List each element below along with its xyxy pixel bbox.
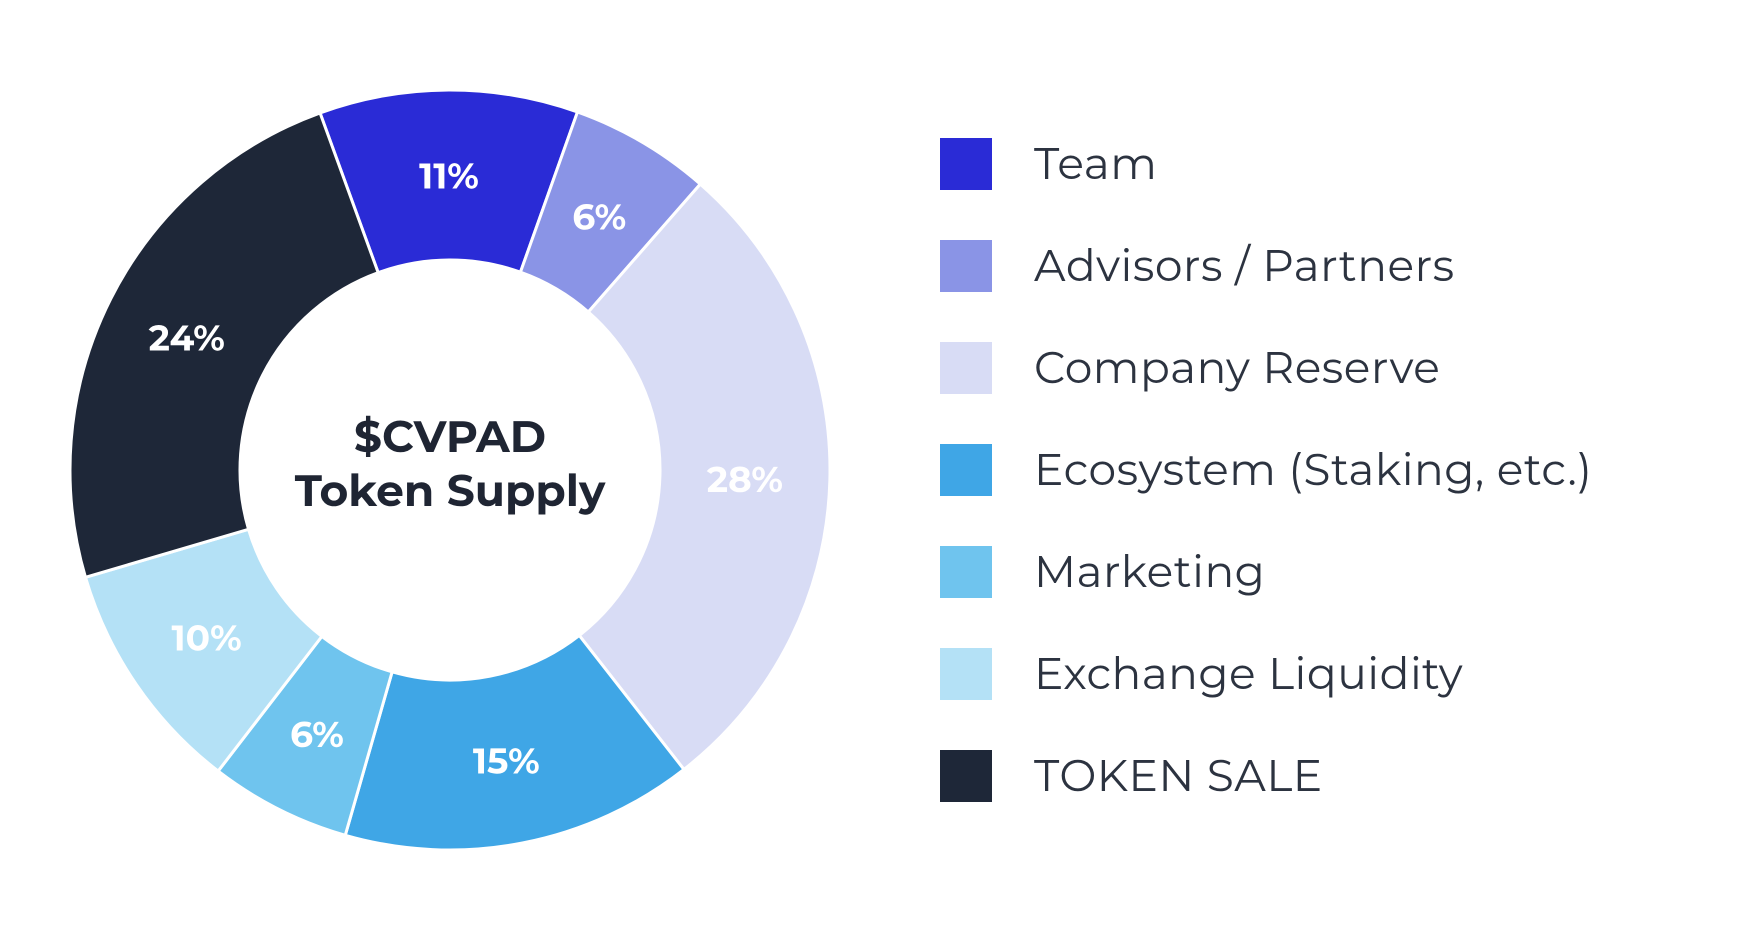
slice-label-liquidity: 10% bbox=[172, 616, 242, 660]
legend-item-team: Team bbox=[940, 137, 1704, 191]
legend-label-tokensale: TOKEN SALE bbox=[1034, 749, 1323, 803]
legend-label-marketing: Marketing bbox=[1034, 545, 1265, 599]
chart-container: 11%6%28%15%6%10%24% $CVPAD Token Supply … bbox=[0, 0, 1744, 940]
legend-swatch-ecosystem bbox=[940, 444, 992, 496]
legend-swatch-advisors bbox=[940, 240, 992, 292]
legend-label-reserve: Company Reserve bbox=[1034, 341, 1440, 395]
legend-label-ecosystem: Ecosystem (Staking, etc.) bbox=[1034, 443, 1592, 497]
donut-chart: 11% 6% 28% 15% 6% 10% 24% $CVPAD Token Supply bbox=[40, 60, 860, 880]
legend-swatch-tokensale bbox=[940, 750, 992, 802]
legend-label-team: Team bbox=[1034, 137, 1157, 191]
legend-item-liquidity: Exchange Liquidity bbox=[940, 647, 1704, 701]
slice-label-ecosystem: 15% bbox=[473, 739, 540, 783]
legend-swatch-reserve bbox=[940, 342, 992, 394]
legend-swatch-liquidity bbox=[940, 648, 992, 700]
legend-item-advisors: Advisors / Partners bbox=[940, 239, 1704, 293]
slice-label-tokensale: 24% bbox=[149, 317, 225, 361]
legend-item-marketing: Marketing bbox=[940, 545, 1704, 599]
legend-label-advisors: Advisors / Partners bbox=[1034, 239, 1455, 293]
chart-center-title-line2: Token Supply bbox=[295, 464, 606, 518]
legend-item-tokensale: TOKEN SALE bbox=[940, 749, 1704, 803]
legend-swatch-team bbox=[940, 138, 992, 190]
legend-swatch-marketing bbox=[940, 546, 992, 598]
slice-label-advisors: 6% bbox=[572, 195, 626, 239]
legend-item-ecosystem: Ecosystem (Staking, etc.) bbox=[940, 443, 1704, 497]
chart-center-title-line1: $CVPAD bbox=[354, 410, 546, 464]
legend: Team Advisors / Partners Company Reserve Ec… bbox=[900, 0, 1744, 940]
legend-item-reserve: Company Reserve bbox=[940, 341, 1704, 395]
slice-label-marketing: 6% bbox=[290, 713, 344, 757]
slice-label-team: 11% bbox=[419, 155, 479, 199]
slice-label-reserve: 28% bbox=[707, 458, 783, 502]
donut-chart-column: 11% 6% 28% 15% 6% 10% 24% $CVPAD Token Supply bbox=[0, 0, 900, 940]
legend-label-liquidity: Exchange Liquidity bbox=[1034, 647, 1463, 701]
